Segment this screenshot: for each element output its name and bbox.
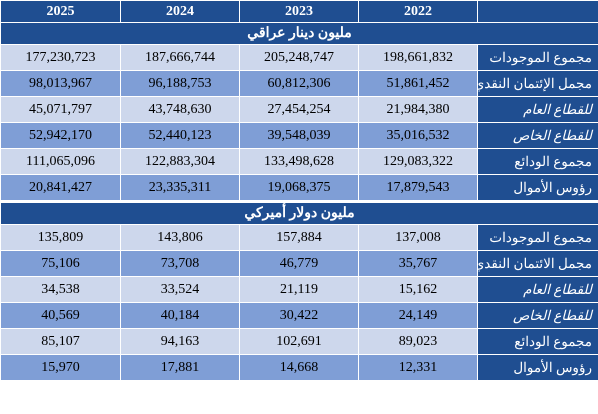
value-cell: 40,184 (120, 302, 240, 329)
row-label: رؤوس الأموال (477, 174, 598, 202)
section-title-row-usd: مليون دولار أميركي (0, 200, 598, 225)
value-cell: 40,569 (0, 302, 121, 329)
value-cell: 122,883,304 (120, 148, 240, 175)
value-cell: 33,524 (120, 276, 240, 303)
value-cell: 102,691 (239, 328, 359, 355)
value-cell: 21,984,380 (358, 96, 478, 123)
value-cell: 20,841,427 (0, 174, 121, 202)
value-cell: 52,942,170 (0, 122, 121, 149)
table-row: 85,107 94,163 102,691 89,023 مجموع الودا… (0, 328, 598, 355)
value-cell: 15,162 (358, 276, 478, 303)
year-header-2025: 2025 (0, 0, 121, 23)
value-cell: 143,806 (120, 224, 240, 251)
value-cell: 23,335,311 (120, 174, 240, 202)
value-cell: 21,119 (239, 276, 359, 303)
value-cell: 17,881 (120, 354, 240, 381)
value-cell: 89,023 (358, 328, 478, 355)
table-row: 135,809 143,806 157,884 137,008 مجموع ال… (0, 224, 598, 251)
table-row: 34,538 33,524 21,119 15,162 للقطاع العام (0, 276, 598, 303)
row-label: مجموع الموجودات (477, 44, 598, 71)
value-cell: 85,107 (0, 328, 121, 355)
value-cell: 45,071,797 (0, 96, 121, 123)
value-cell: 157,884 (239, 224, 359, 251)
year-header-2023: 2023 (239, 0, 359, 23)
value-cell: 177,230,723 (0, 44, 121, 71)
row-label: مجموع الودائع (477, 148, 598, 175)
value-cell: 27,454,254 (239, 96, 359, 123)
table-row: 75,106 73,708 46,779 35,767 مجمل الائتما… (0, 250, 598, 277)
value-cell: 51,861,452 (358, 70, 478, 97)
row-label: مجمل الإئتمان النقدي (477, 70, 598, 97)
value-cell: 60,812,306 (239, 70, 359, 97)
value-cell: 14,668 (239, 354, 359, 381)
row-label: للقطاع العام (477, 96, 598, 123)
row-label: للقطاع الخاص (477, 122, 598, 149)
value-cell: 19,068,375 (239, 174, 359, 202)
value-cell: 135,809 (0, 224, 121, 251)
table-row: 98,013,967 96,188,753 60,812,306 51,861,… (0, 70, 598, 97)
table-row: 20,841,427 23,335,311 19,068,375 17,879,… (0, 174, 598, 202)
table-row: 52,942,170 52,440,123 39,548,039 35,016,… (0, 122, 598, 149)
value-cell: 137,008 (358, 224, 478, 251)
value-cell: 205,248,747 (239, 44, 359, 71)
row-label: للقطاع العام (477, 276, 598, 303)
value-cell: 198,661,832 (358, 44, 478, 71)
value-cell: 24,149 (358, 302, 478, 329)
year-header-2024: 2024 (120, 0, 240, 23)
value-cell: 15,970 (0, 354, 121, 381)
value-cell: 35,016,532 (358, 122, 478, 149)
table-row: 15,970 17,881 14,668 12,331 رؤوس الأموال (0, 354, 598, 381)
row-label: مجمل الائتمان النقدي (477, 250, 598, 277)
value-cell: 30,422 (239, 302, 359, 329)
section-title-iqd: مليون دينار عراقي (0, 22, 598, 45)
value-cell: 96,188,753 (120, 70, 240, 97)
year-header-2022: 2022 (358, 0, 478, 23)
section-title-row-iqd: مليون دينار عراقي (0, 22, 598, 45)
value-cell: 43,748,630 (120, 96, 240, 123)
section-title-usd: مليون دولار أميركي (0, 200, 598, 225)
table-row: 111,065,096 122,883,304 133,498,628 129,… (0, 148, 598, 175)
value-cell: 129,083,322 (358, 148, 478, 175)
table-row: 45,071,797 43,748,630 27,454,254 21,984,… (0, 96, 598, 123)
row-label: رؤوس الأموال (477, 354, 598, 381)
row-label: مجموع الودائع (477, 328, 598, 355)
value-cell: 111,065,096 (0, 148, 121, 175)
value-cell: 35,767 (358, 250, 478, 277)
year-header-row: 2025 2024 2023 2022 (0, 0, 598, 23)
value-cell: 133,498,628 (239, 148, 359, 175)
value-cell: 98,013,967 (0, 70, 121, 97)
table-row: 40,569 40,184 30,422 24,149 للقطاع الخاص (0, 302, 598, 329)
row-label: مجموع الموجودات (477, 224, 598, 251)
value-cell: 46,779 (239, 250, 359, 277)
value-cell: 34,538 (0, 276, 121, 303)
value-cell: 52,440,123 (120, 122, 240, 149)
value-cell: 17,879,543 (358, 174, 478, 202)
row-label: للقطاع الخاص (477, 302, 598, 329)
value-cell: 75,106 (0, 250, 121, 277)
value-cell: 94,163 (120, 328, 240, 355)
table-row: 177,230,723 187,666,744 205,248,747 198,… (0, 44, 598, 71)
financial-table: 2025 2024 2023 2022 مليون دينار عراقي 17… (0, 0, 598, 381)
value-cell: 39,548,039 (239, 122, 359, 149)
value-cell: 73,708 (120, 250, 240, 277)
label-header-empty (477, 0, 598, 23)
value-cell: 187,666,744 (120, 44, 240, 71)
value-cell: 12,331 (358, 354, 478, 381)
